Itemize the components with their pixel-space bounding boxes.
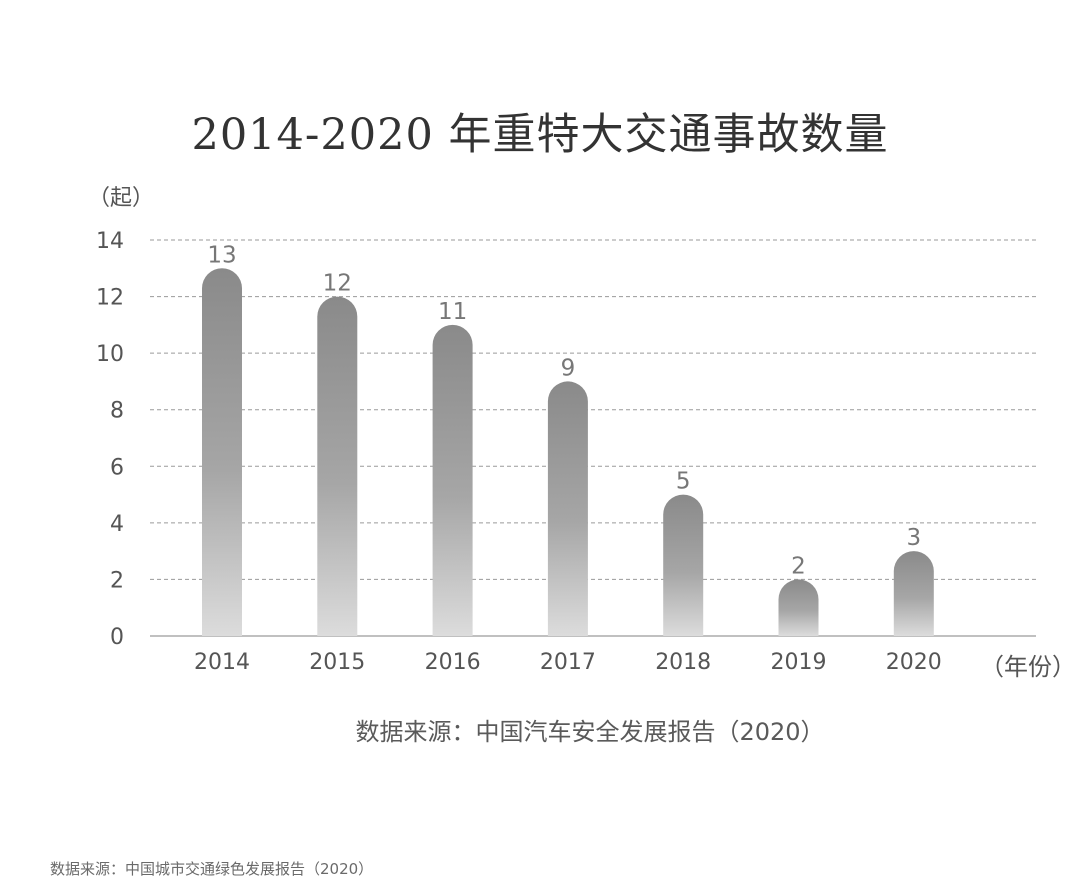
data-label: 2 [791,553,806,579]
x-tick-label: 2017 [540,650,596,675]
y-tick-label: 12 [96,286,124,311]
bar [202,268,242,636]
y-tick-label: 0 [110,625,124,650]
y-tick-label: 8 [110,399,124,424]
x-axis-unit-label: （年份） [980,653,1076,681]
y-tick-label: 4 [110,512,124,537]
data-label: 5 [676,469,691,495]
bar [432,324,473,636]
grid-lines [150,239,1036,637]
data-label: 12 [323,271,352,297]
y-tick-label: 14 [96,229,124,254]
x-axis-ticks: 2014 2015 2016 2017 2018 2019 2020 [194,650,942,675]
data-label: 3 [906,525,921,551]
y-tick-label: 2 [110,568,124,593]
bar [893,551,934,636]
footnote-source: 数据来源：中国城市交通绿色发展报告（2020） [50,860,374,878]
bar [547,381,588,636]
x-tick-label: 2016 [425,650,481,675]
x-tick-label: 2014 [194,650,250,675]
data-label: 9 [561,355,576,381]
y-axis-ticks: 0 2 4 6 8 10 12 14 [96,229,124,650]
y-tick-label: 6 [110,455,124,480]
bar [663,494,704,636]
data-source-note: 数据来源：中国汽车安全发展报告（2020） [355,718,825,746]
bars [202,268,934,636]
bar [778,579,819,636]
x-tick-label: 2018 [655,650,711,675]
data-labels: 13 12 11 9 5 2 3 [207,242,921,579]
bar [317,296,358,636]
x-tick-label: 2020 [886,650,942,675]
data-label: 11 [438,299,467,325]
y-tick-label: 10 [96,342,124,367]
x-tick-label: 2019 [771,650,827,675]
data-label: 13 [207,242,236,268]
x-tick-label: 2015 [309,650,365,675]
chart-title: 2014-2020 年重特大交通事故数量 [191,110,889,160]
y-axis-unit-label: （起） [88,186,155,211]
